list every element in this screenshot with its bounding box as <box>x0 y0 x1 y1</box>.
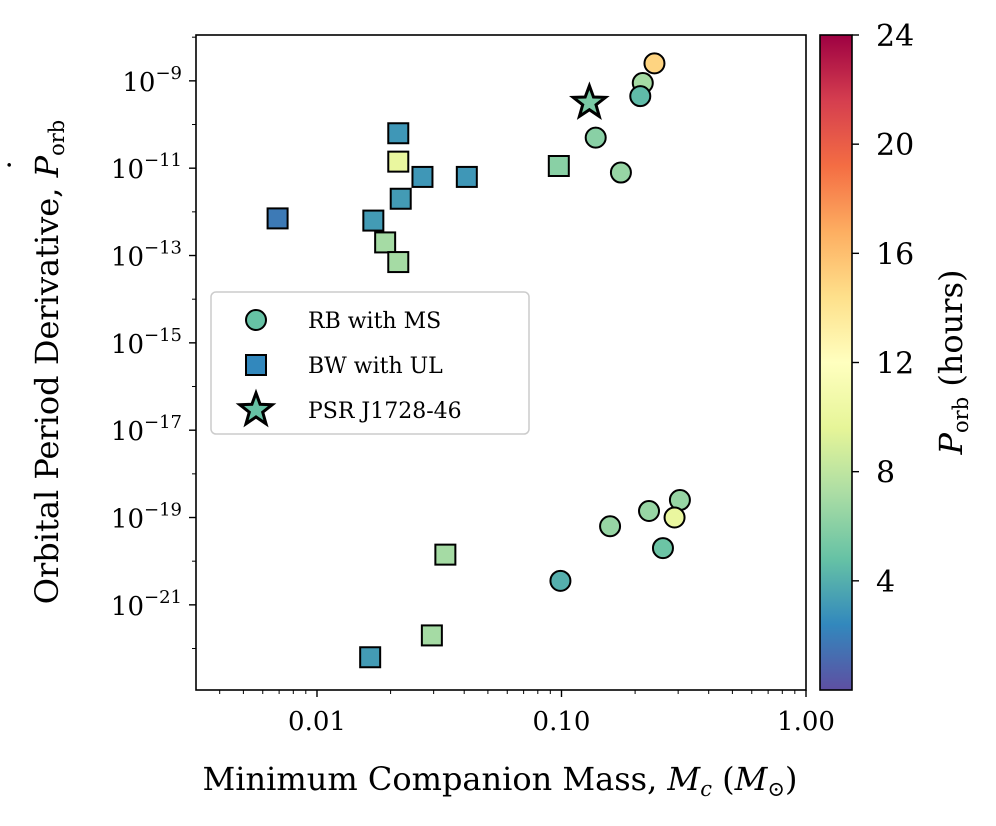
legend-box <box>210 291 530 435</box>
x-tick-label: 1.00 <box>777 707 835 737</box>
colorbar-tick-label: 4 <box>876 565 895 600</box>
legend-label: PSR J1728-46 <box>308 399 462 424</box>
rb-point <box>549 569 572 592</box>
bw-point <box>411 165 434 188</box>
legend: RB with MS BW with UL PSR J1728-46 <box>210 291 530 435</box>
colorbar-gradient <box>820 35 852 690</box>
bw-point <box>387 251 410 274</box>
legend-label: BW with UL <box>308 354 443 379</box>
bw-point <box>420 624 443 647</box>
psr-j1728-46-point <box>569 81 610 120</box>
legend-label: RB with MS <box>308 309 441 334</box>
y-axis-title-group: Orbital Period Derivative, Porb ˙ <box>2 120 69 604</box>
rb-point <box>643 52 666 75</box>
bw-point <box>266 207 289 230</box>
rb-point <box>651 537 674 560</box>
y-axis-title: Orbital Period Derivative, Porb <box>28 120 69 604</box>
y-tick-label: 10−13 <box>111 238 182 273</box>
colorbar-tick-label: 20 <box>876 128 914 163</box>
plot-frame <box>195 34 807 691</box>
rb-point <box>609 161 632 184</box>
plot-area <box>266 52 691 669</box>
bw-point <box>359 646 382 669</box>
colorbar-tick-label: 16 <box>876 237 914 272</box>
rb-point <box>629 85 652 108</box>
rb-point <box>663 506 686 529</box>
bw-point <box>387 150 410 173</box>
legend-marker-star <box>235 388 277 428</box>
y-tick-label: 10−15 <box>111 325 182 360</box>
bw-point <box>455 165 478 188</box>
colorbar-title-group: Porb (hours) <box>932 270 973 456</box>
bw-point <box>547 155 570 177</box>
y-tick-label: 10−11 <box>111 150 182 185</box>
bw-point <box>387 122 410 145</box>
bw-point <box>362 209 385 232</box>
rb-point <box>599 515 622 538</box>
bw-point <box>389 187 412 210</box>
x-tick-label: 0.10 <box>533 707 591 737</box>
x-axis-title: Minimum Companion Mass, Mc (M⊙) <box>203 760 798 801</box>
legend-marker-square <box>245 354 267 376</box>
y-tick-label: 10−9 <box>122 63 182 98</box>
x-tick-label: 0.01 <box>288 707 346 737</box>
y-tick-label: 10−17 <box>111 412 182 447</box>
bw-point <box>374 231 397 254</box>
rb-point <box>584 126 607 149</box>
bw-point <box>434 543 457 566</box>
colorbar-tick-label: 12 <box>876 347 914 382</box>
rb-point <box>638 499 661 522</box>
colorbar-tick-label: 24 <box>876 19 914 54</box>
colorbar-title: Porb (hours) <box>932 270 973 456</box>
colorbar-tick-label: 8 <box>876 456 895 491</box>
y-tick-label: 10−19 <box>111 500 182 535</box>
legend-marker-circle <box>245 309 267 331</box>
colorbar: 4 8 12 16 20 24 <box>819 19 914 691</box>
y-tick-label: 10−21 <box>111 587 182 622</box>
y-axis-title-dot: ˙ <box>2 157 40 173</box>
axes: 0.01 0.10 1.00 10−9 10−11 10−13 10−15 10−17 10−1… <box>111 34 835 737</box>
